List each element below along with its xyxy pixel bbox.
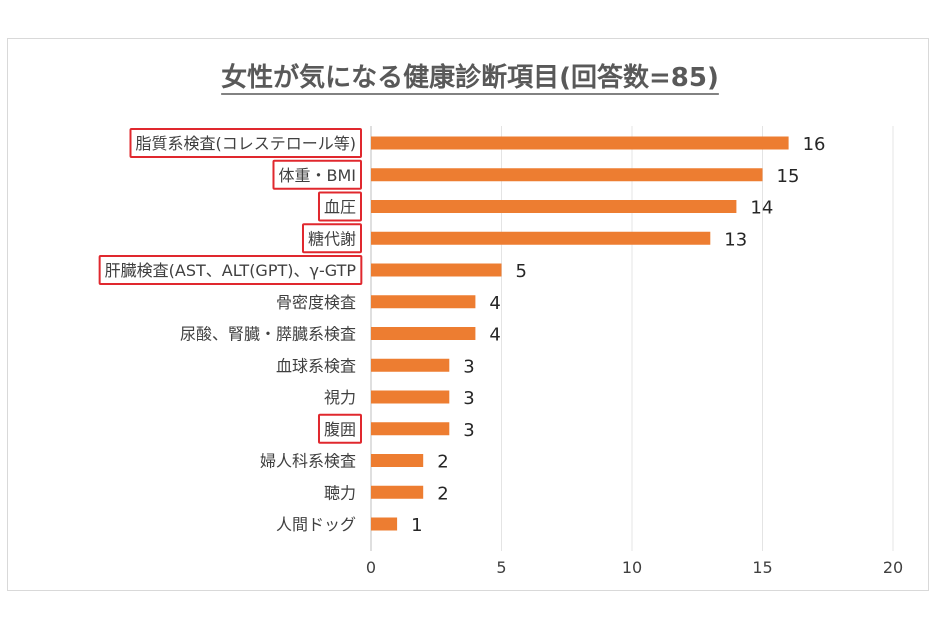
category-label: 肝臓検査(AST、ALT(GPT)、γ-GTP xyxy=(105,261,357,280)
bar xyxy=(371,390,450,404)
x-axis-tick-labels: 0 5 10 15 20 xyxy=(366,558,903,577)
bar xyxy=(371,295,476,309)
bar xyxy=(371,327,476,340)
x-tick-label: 15 xyxy=(752,558,772,577)
value-label: 14 xyxy=(750,198,773,219)
category-label: 人間ドッグ xyxy=(276,515,356,534)
category-label: 婦人科系検査 xyxy=(260,452,356,471)
x-tick-label: 20 xyxy=(883,558,903,577)
highlight-box xyxy=(317,191,362,222)
value-label: 3 xyxy=(463,356,474,377)
value-label: 15 xyxy=(777,166,800,187)
bar xyxy=(371,454,424,467)
category-label: 血球系検査 xyxy=(276,356,356,375)
chart-title: 女性が気になる健康診断項目(回答数=85) xyxy=(221,62,719,93)
value-label: 1 xyxy=(411,515,422,536)
category-labels: 脂質系検査(コレステロール等) 体重・BMI 血圧糖代謝肝臓検査(AST、ALT(G… xyxy=(105,134,357,534)
value-label: 4 xyxy=(489,325,500,346)
bar xyxy=(371,485,424,499)
highlight-box xyxy=(301,223,362,254)
value-label: 16 xyxy=(803,134,826,155)
x-tick-label: 0 xyxy=(366,558,376,577)
bar xyxy=(371,200,737,213)
value-label: 13 xyxy=(724,229,747,250)
bar xyxy=(371,136,789,150)
highlight-box xyxy=(129,128,362,158)
category-label: 尿酸、腎臓・膵臓系検査 xyxy=(180,325,356,344)
chart-frame xyxy=(7,38,929,591)
value-label: 5 xyxy=(516,261,527,282)
value-label: 4 xyxy=(489,293,500,314)
value-label: 3 xyxy=(463,420,474,441)
category-label: 血圧 xyxy=(324,198,356,217)
value-label: 3 xyxy=(463,388,474,409)
bars xyxy=(371,136,789,531)
category-label: 腹囲 xyxy=(324,420,356,439)
highlight-boxes xyxy=(98,128,363,444)
x-tick-label: 10 xyxy=(622,558,642,577)
x-tick-label: 5 xyxy=(496,558,506,577)
value-label: 2 xyxy=(437,452,448,473)
value-label: 2 xyxy=(437,483,448,504)
category-label: 体重・BMI xyxy=(278,166,356,185)
bar xyxy=(371,517,398,531)
bar xyxy=(371,263,502,277)
highlight-box xyxy=(98,255,363,285)
highlight-box xyxy=(317,413,362,444)
bar xyxy=(371,231,711,245)
category-label: 視力 xyxy=(324,388,356,407)
category-label: 脂質系検査(コレステロール等) xyxy=(136,134,357,153)
category-label: 聴力 xyxy=(324,483,356,502)
bar xyxy=(371,168,763,182)
bar xyxy=(371,422,450,436)
highlight-box xyxy=(272,159,362,190)
bar xyxy=(371,358,450,372)
category-label: 骨密度検査 xyxy=(276,293,356,312)
category-label: 糖代謝 xyxy=(308,229,356,248)
